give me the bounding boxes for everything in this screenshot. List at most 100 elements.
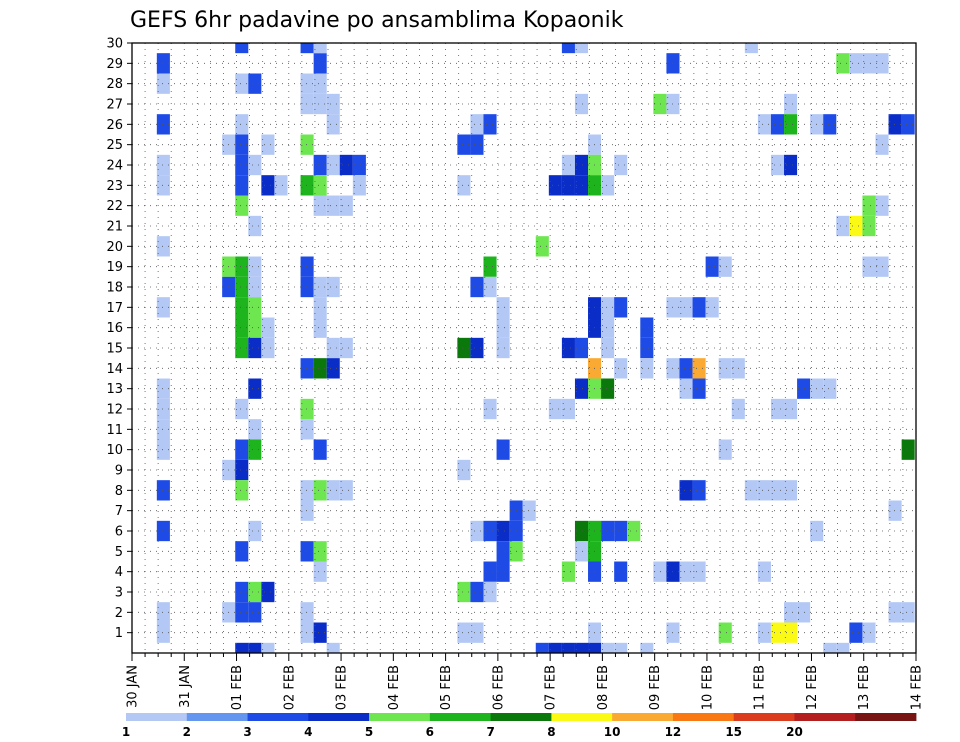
x-tick-label: 12 FEB: [805, 665, 820, 710]
colorbar-label: 20: [786, 725, 803, 739]
heat-cell: [300, 541, 314, 562]
heat-cell: [601, 378, 615, 399]
heat-cell: [653, 561, 667, 582]
heat-cell: [849, 53, 863, 74]
heat-cell: [300, 419, 314, 440]
y-tick-label: 5: [115, 545, 123, 560]
heat-cell: [235, 43, 249, 54]
x-tick-label: 04 FEB: [387, 665, 402, 710]
x-tick-label: 03 FEB: [335, 665, 350, 710]
y-tick-label: 10: [106, 443, 123, 458]
heat-cell: [483, 581, 497, 603]
heat-cell: [718, 358, 732, 379]
heat-cell: [235, 480, 249, 501]
heat-cell: [235, 642, 249, 653]
heat-cell: [692, 480, 706, 501]
colorbar-swatch: [612, 713, 674, 721]
heat-cell: [614, 520, 628, 542]
x-tick-label: 06 FEB: [491, 665, 506, 710]
heat-cell: [156, 602, 170, 623]
heat-cell: [784, 398, 798, 420]
heat-cell: [614, 154, 628, 176]
heat-cell: [313, 480, 327, 501]
heat-cell: [326, 480, 340, 501]
colorbar-label: 12: [665, 725, 682, 739]
heat-cell: [470, 622, 484, 643]
heat-cell: [849, 215, 863, 237]
heat-cell: [300, 480, 314, 501]
heat-cell: [235, 175, 249, 196]
y-tick-label: 28: [106, 77, 123, 92]
heat-cell: [261, 175, 275, 196]
heat-cell: [156, 480, 170, 501]
heat-cell: [313, 317, 327, 338]
colorbar-label: 2: [183, 725, 191, 739]
heat-cell: [235, 439, 249, 460]
heat-cell: [156, 114, 170, 135]
heat-cell: [313, 561, 327, 582]
heat-cell: [248, 256, 262, 277]
heat-cell: [261, 642, 275, 653]
heat-cell: [561, 175, 575, 196]
heat-cell: [313, 541, 327, 562]
heat-cell: [248, 317, 262, 338]
heat-cell: [757, 561, 771, 582]
heat-cell: [261, 337, 275, 359]
heat-cell: [770, 154, 785, 176]
heat-cell: [561, 642, 575, 653]
heat-cell: [313, 73, 327, 94]
heat-cell: [248, 602, 262, 623]
heat-cell: [614, 358, 628, 379]
y-tick-label: 1: [115, 626, 123, 641]
heat-cell: [574, 642, 589, 653]
heat-cell: [300, 93, 314, 115]
heat-cell: [457, 459, 471, 481]
heat-cell: [784, 114, 798, 135]
heat-cell: [614, 642, 628, 653]
heat-cell: [496, 439, 510, 460]
y-tick-label: 7: [115, 504, 123, 519]
heat-cell: [300, 276, 314, 298]
x-tick-label: 31 JAN: [178, 665, 193, 708]
heat-cell: [653, 93, 667, 115]
heat-cell: [313, 43, 327, 54]
heat-cell: [836, 642, 850, 653]
heat-cell: [836, 53, 850, 74]
heat-cell: [339, 337, 353, 359]
heat-cell: [235, 134, 249, 155]
heat-cell: [601, 520, 615, 542]
heat-cell: [248, 439, 262, 460]
heat-cell: [770, 622, 785, 643]
heat-cell: [784, 154, 798, 176]
heat-cell: [601, 337, 615, 359]
heat-cell: [757, 480, 771, 501]
heat-cell: [300, 622, 314, 643]
heat-cell: [692, 358, 706, 379]
heat-cell: [235, 541, 249, 562]
heat-cell: [849, 622, 863, 643]
heat-cell: [156, 622, 170, 643]
heat-cell: [313, 175, 327, 196]
heat-cell: [574, 520, 589, 542]
heat-cell: [823, 114, 837, 135]
y-tick-label: 11: [106, 423, 123, 438]
heat-cell: [300, 134, 314, 155]
heat-cell: [248, 154, 262, 176]
heat-cell: [561, 561, 575, 582]
heat-cell: [496, 297, 510, 318]
heat-cell: [901, 114, 915, 135]
heat-cell: [601, 175, 615, 196]
heat-cell: [300, 398, 314, 420]
heat-cell: [483, 114, 497, 135]
heat-cell: [601, 317, 615, 338]
heat-cell: [248, 419, 262, 440]
x-tick-label: 13 FEB: [857, 665, 872, 710]
heat-cell: [862, 256, 876, 277]
chart-title: GEFS 6hr padavine po ansamblima Kopaonik: [130, 8, 624, 33]
heat-cell: [248, 276, 262, 298]
heat-cell: [522, 500, 536, 521]
y-tick-label: 17: [106, 301, 123, 316]
heat-cell: [561, 337, 575, 359]
heat-cell: [326, 337, 340, 359]
